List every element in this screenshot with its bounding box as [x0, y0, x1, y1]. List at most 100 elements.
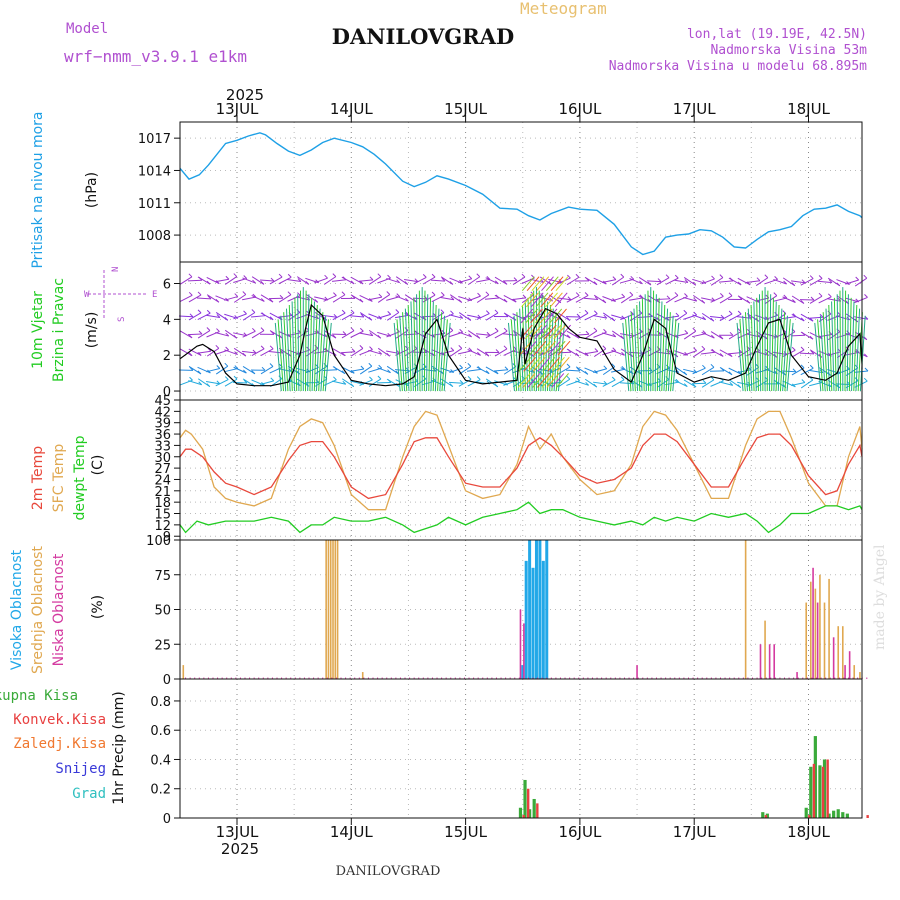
wind-storm-arrow: [536, 276, 550, 292]
wind-arrow-head: [666, 295, 671, 300]
wind-fan-arrow: [819, 315, 826, 392]
wind-arrow-head: [701, 345, 706, 350]
wind-arrow: [656, 330, 670, 340]
wind-arrow: [250, 315, 266, 318]
cloud-bar: [519, 609, 522, 679]
wind-arrow: [215, 379, 229, 387]
wind-arrow: [683, 296, 697, 302]
wind-arrow-head: [260, 345, 265, 350]
wind-arrow: [431, 294, 445, 303]
wind-arrow: [592, 381, 608, 385]
wind-arrow-head: [782, 310, 787, 315]
wind-arrow: [179, 294, 193, 303]
wind-arrow: [503, 366, 517, 375]
wind-arrow: [196, 297, 212, 300]
wind-arrow: [395, 314, 409, 319]
wind-arrow: [854, 296, 868, 304]
wind-arrow-head: [215, 298, 220, 303]
wind-fan-arrow: [288, 304, 293, 392]
wind-arrow: [665, 277, 679, 285]
wind-arrow-head: [585, 330, 590, 335]
wind-arrow-head: [243, 379, 248, 384]
wind-storm-arrow: [528, 356, 541, 372]
y-tick-label: 18: [154, 496, 171, 511]
wind-arrow-head: [396, 279, 401, 284]
wind-arrow-head: [593, 327, 598, 332]
wind-arrow: [719, 381, 733, 386]
wind-arrow: [692, 367, 706, 375]
wind-arrow: [260, 366, 274, 375]
wind-arrow: [827, 351, 841, 357]
wind-arrow-head: [737, 370, 742, 375]
y-tick-label: 2: [163, 349, 171, 364]
wind-arrow-head: [674, 292, 679, 296]
wind-arrow: [476, 366, 490, 375]
wind-arrow: [791, 349, 805, 358]
cloud-bar: [844, 665, 846, 679]
wind-arrow: [701, 379, 715, 388]
wind-arrow: [809, 278, 823, 286]
wind-arrow-head: [315, 279, 319, 284]
wind-arrow-head: [684, 351, 688, 356]
wind-fan-arrow: [299, 290, 302, 392]
precip-legend-frozen: Zaledj.Kisa: [13, 736, 106, 752]
wind-arrow: [467, 295, 481, 302]
wind-arrow: [269, 366, 283, 374]
precip-bar: [532, 798, 536, 818]
wind-arrow-head: [387, 311, 392, 315]
wind-arrow-head: [467, 363, 472, 367]
y-tick-label: 1014: [138, 164, 171, 179]
wind-arrow-head: [260, 327, 265, 331]
wind-arrow: [611, 314, 625, 320]
wind-fan-arrow: [747, 308, 753, 392]
panel-frame-precip: [179, 678, 863, 819]
wind-arrow-head: [792, 368, 797, 373]
wind-arrow: [620, 294, 634, 304]
wind-arrow: [710, 277, 724, 286]
cloud-bar: [812, 567, 814, 679]
wind-arrow: [449, 314, 463, 319]
wind-arrow: [692, 314, 706, 321]
wind-arrow-head: [711, 275, 715, 280]
wind-arrow: [224, 296, 238, 301]
wind-arrow: [800, 379, 814, 389]
wind-storm-arrow: [547, 340, 561, 356]
wind-arrow: [430, 279, 446, 282]
wind-arrow-head: [584, 371, 589, 375]
y-tick-label: 0: [163, 673, 171, 688]
wind-arrow: [728, 331, 742, 340]
wind-arrow-head: [234, 293, 239, 297]
wind-storm-arrow: [533, 340, 547, 356]
wind-arrow-head: [567, 274, 571, 279]
wind-arrow: [466, 368, 482, 372]
wind-fan-arrow: [761, 290, 764, 392]
wind-arrow: [584, 313, 598, 321]
wind-arrow-head: [251, 370, 256, 375]
t2m-temp-line: [179, 433, 863, 500]
y-tick-label: 15: [154, 508, 171, 523]
wind-arrow-head: [819, 313, 824, 318]
precip-bar: [523, 779, 527, 818]
cloud-label-mid: Srednja Oblacnost: [30, 546, 46, 674]
wind-storm-arrow: [522, 373, 536, 388]
wind-arrow-head: [809, 317, 814, 322]
wind-arrow-head: [450, 369, 454, 373]
wind-arrow: [566, 348, 580, 357]
wind-arrow-head: [863, 336, 868, 341]
wind-arrow: [728, 367, 742, 375]
wind-arrow-head: [494, 280, 499, 285]
wind-arrow-head: [692, 281, 697, 286]
wind-storm-arrow: [523, 340, 537, 356]
precip-bar: [827, 813, 831, 818]
wind-arrow: [323, 276, 337, 285]
wind-fan-arrow: [822, 312, 828, 392]
compass-e: E: [152, 290, 157, 300]
wind-arrow: [593, 368, 607, 373]
wind-arrow-head: [197, 291, 202, 296]
wind-arrow-head: [593, 383, 598, 388]
wind-storm-arrow: [531, 276, 545, 292]
wind-fan-arrow: [846, 294, 849, 392]
precip-bar: [528, 809, 532, 818]
wind-arrow-head: [503, 345, 508, 350]
wind-arrow-head: [818, 292, 823, 297]
